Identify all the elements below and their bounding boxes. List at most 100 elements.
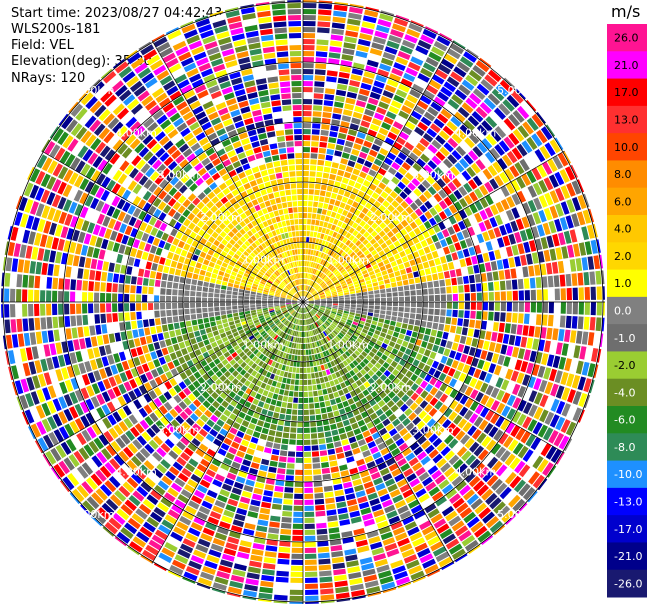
ppi-cell-3019 (297, 421, 303, 427)
ppi-cell-188 (339, 65, 351, 73)
ppi-cell-4625 (142, 278, 149, 286)
ppi-cell-4410 (232, 305, 238, 310)
ppi-cell-556 (325, 262, 331, 268)
ppi-cell-4168 (190, 338, 197, 345)
ppi-cell-1242 (548, 220, 557, 234)
ppi-cell-4645 (23, 260, 31, 274)
ppi-cell-3566 (240, 385, 248, 392)
ppi-cell-2454 (318, 327, 323, 333)
ppi-cell-2384 (427, 465, 439, 475)
ppi-cell-3124 (279, 450, 288, 457)
ppi-cell-1185 (504, 222, 513, 234)
ppi-cell-2671 (344, 425, 353, 432)
ppi-cell-4164 (212, 330, 219, 336)
ppi-cell-65 (308, 201, 313, 207)
ppi-cell-2282 (436, 442, 447, 452)
ppi-cell-762 (358, 243, 365, 250)
ppi-cell-2329 (417, 435, 427, 445)
ppi-cell-1221 (428, 259, 436, 267)
ppi-cell-1977 (449, 378, 458, 388)
ppi-cell-3511 (261, 362, 267, 369)
ppi-cell-3356 (284, 340, 288, 346)
ppi-cell-1494 (572, 287, 578, 300)
ppi-cell-1411 (374, 294, 380, 298)
ppi-cell-467 (352, 201, 359, 209)
ppi-cell-3116 (287, 402, 293, 409)
ppi-cell-2410 (339, 355, 345, 362)
ppi-cell-3358 (279, 351, 284, 358)
ppi-cell-1215 (394, 270, 401, 277)
ppi-cell-3371 (248, 423, 256, 430)
ppi-cell-1708 (355, 313, 361, 317)
ppi-cell-1090 (522, 188, 532, 201)
ppi-cell-3627 (195, 433, 205, 442)
ppi-cell-2337 (447, 471, 459, 482)
ppi-cell-726 (411, 177, 421, 187)
ppi-cell-998 (549, 139, 561, 154)
ppi-cell-554 (319, 272, 324, 278)
ppi-cell-4464 (208, 302, 214, 307)
ppi-cell-3661 (251, 355, 258, 362)
ppi-cell-863 (368, 246, 375, 253)
ppi-cell-185 (336, 83, 348, 91)
ppi-cell-3294 (219, 559, 234, 568)
ppi-cell-1558 (356, 304, 362, 308)
ppi-cell-1237 (519, 230, 528, 242)
ppi-cell-3719 (215, 387, 223, 395)
ppi-cell-3295 (218, 565, 232, 574)
ppi-cell-2109 (349, 337, 356, 343)
ppi-cell-3062 (294, 379, 299, 385)
ppi-cell-290 (366, 59, 379, 68)
ppi-cell-1515 (398, 302, 404, 307)
ppi-cell-370 (348, 179, 356, 187)
ppi-cell-1570 (428, 308, 434, 315)
ppi-cell-340 (379, 63, 392, 72)
ppi-cell-4441 (46, 317, 53, 329)
ppi-cell-2727 (347, 461, 357, 469)
ppi-cell-254 (310, 268, 314, 274)
ppi-cell-3423 (236, 430, 245, 439)
ppi-cell-3190 (252, 543, 265, 550)
ppi-cell-890 (494, 144, 505, 156)
ppi-cell-4343 (37, 345, 45, 358)
ppi-cell-1760 (365, 319, 372, 324)
ppi-cell-3278 (248, 467, 258, 475)
ppi-cell-3533 (190, 473, 201, 483)
ppi-cell-1615 (397, 312, 404, 318)
ppi-cell-4314 (209, 316, 215, 322)
ppi-cell-2363 (352, 367, 359, 374)
ppi-cell-3534 (187, 479, 198, 489)
ppi-cell-1619 (421, 314, 428, 321)
ppi-cell-2990 (304, 547, 317, 553)
ppi-cell-3289 (229, 530, 241, 539)
ppi-cell-4430 (112, 313, 118, 322)
ppi-cell-1315 (396, 281, 403, 287)
ppi-cell-3120 (283, 426, 290, 433)
ppi-cell-1840 (533, 378, 542, 391)
ppi-cell-4318 (185, 320, 192, 327)
ppi-cell-709 (343, 253, 349, 260)
ppi-cell-3657 (267, 337, 273, 344)
ppi-cell-1051 (313, 294, 319, 297)
ppi-cell-4724 (151, 263, 158, 271)
ppi-cell-4593 (34, 275, 41, 289)
ppi-cell-3435 (204, 495, 216, 504)
ppi-cell-567 (361, 207, 369, 215)
ppi-cell-4578 (124, 284, 130, 293)
ppi-cell-1341 (549, 248, 557, 261)
ppi-cell-1903 (324, 311, 330, 315)
ppi-cell-4117 (197, 341, 205, 348)
ppi-cell-2196 (513, 479, 526, 493)
ppi-cell-573 (381, 177, 390, 185)
ppi-cell-1605 (338, 305, 344, 309)
ppi-cell-3101 (300, 313, 302, 319)
ppi-cell-4114 (214, 334, 221, 341)
ppi-cell-1999 (563, 438, 573, 452)
ppi-cell-134 (325, 88, 336, 95)
ppi-cell-578 (397, 151, 408, 161)
ppi-cell-2672 (346, 430, 355, 438)
ppi-cell-807 (338, 266, 344, 272)
ppi-cell-593 (446, 76, 460, 88)
ppi-cell-4822 (167, 251, 174, 260)
ppi-cell-2177 (428, 407, 438, 417)
